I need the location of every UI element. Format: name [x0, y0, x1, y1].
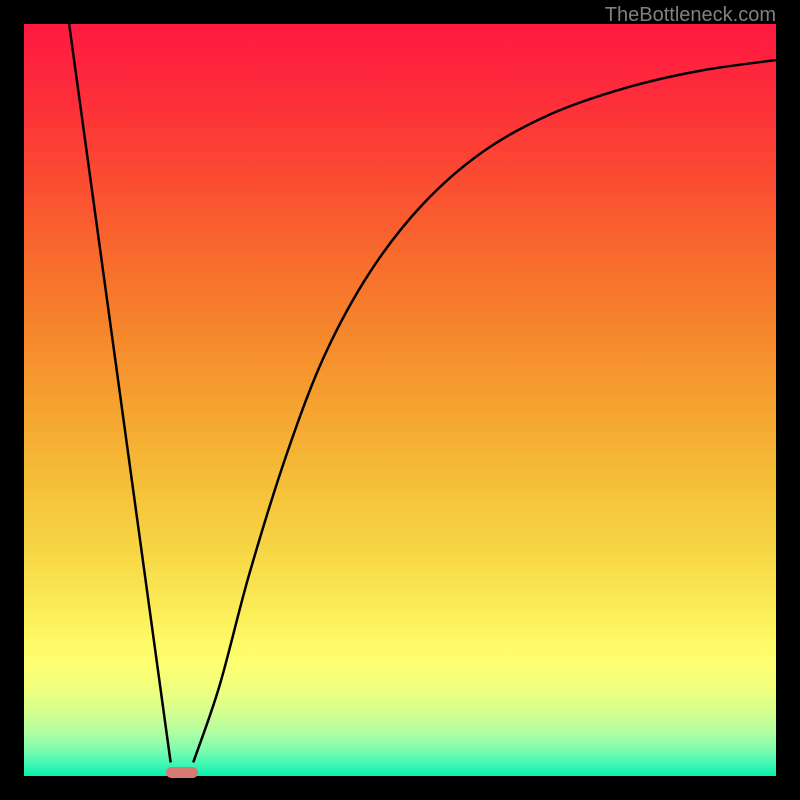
- watermark-text: TheBottleneck.com: [605, 4, 776, 27]
- curve-right-branch: [193, 60, 776, 762]
- curve-left-branch: [69, 24, 171, 762]
- bottleneck-curve: [24, 24, 776, 776]
- plot-area: [24, 24, 776, 776]
- optimal-marker: [166, 767, 198, 778]
